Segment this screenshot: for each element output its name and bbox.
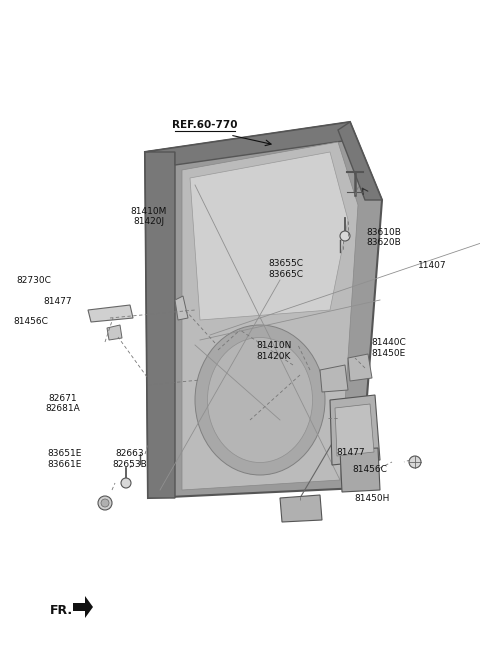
Text: REF.60-770: REF.60-770 (172, 120, 238, 130)
Text: 82663
82653B: 82663 82653B (112, 449, 147, 469)
Polygon shape (330, 395, 380, 465)
Text: 81456C: 81456C (14, 317, 48, 326)
Circle shape (101, 499, 109, 507)
Polygon shape (335, 404, 374, 456)
Text: FR.: FR. (50, 604, 73, 617)
Text: 83651E
83661E: 83651E 83661E (48, 449, 82, 469)
Polygon shape (338, 122, 382, 200)
Polygon shape (340, 448, 380, 492)
Polygon shape (190, 152, 348, 320)
Text: 81410N
81420K: 81410N 81420K (256, 341, 291, 361)
Polygon shape (107, 325, 122, 340)
Polygon shape (88, 305, 133, 322)
Polygon shape (145, 148, 175, 498)
Ellipse shape (195, 325, 325, 475)
Polygon shape (320, 365, 348, 392)
Polygon shape (145, 122, 350, 165)
Text: 81477: 81477 (336, 448, 365, 457)
Text: 81450H: 81450H (354, 494, 390, 503)
Circle shape (98, 496, 112, 510)
Circle shape (409, 456, 421, 468)
Polygon shape (145, 122, 382, 498)
Polygon shape (73, 596, 93, 618)
Text: 83655C
83665C: 83655C 83665C (268, 259, 303, 279)
Text: 81410M
81420J: 81410M 81420J (131, 207, 167, 226)
Polygon shape (182, 142, 358, 490)
Text: 81477: 81477 (43, 297, 72, 306)
Polygon shape (280, 495, 322, 522)
Polygon shape (348, 354, 372, 381)
Ellipse shape (207, 337, 312, 462)
Text: 81456C: 81456C (353, 464, 388, 474)
Text: 82671
82681A: 82671 82681A (45, 394, 80, 413)
Text: 11407: 11407 (418, 261, 446, 270)
Circle shape (121, 478, 131, 488)
Text: 81440C
81450E: 81440C 81450E (372, 338, 406, 358)
Text: 83610B
83620B: 83610B 83620B (367, 228, 401, 247)
Polygon shape (175, 296, 188, 320)
Text: 82730C: 82730C (16, 276, 51, 285)
Circle shape (340, 231, 350, 241)
